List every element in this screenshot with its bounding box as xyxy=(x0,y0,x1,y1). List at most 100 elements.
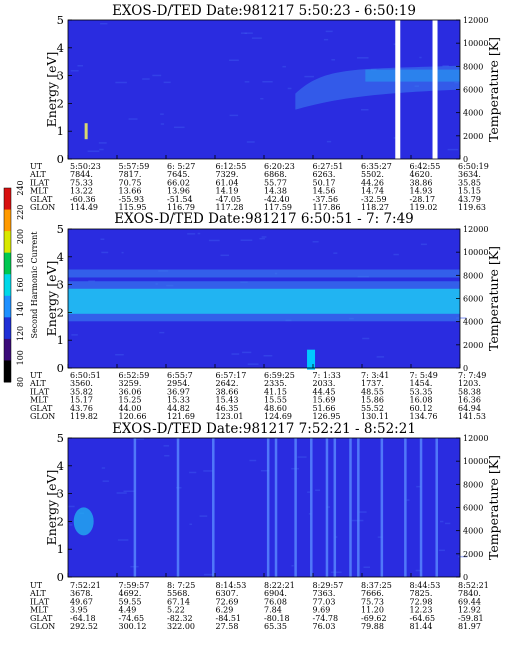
ephemeris-value: 16.08 xyxy=(410,396,433,405)
colorbar-segment xyxy=(4,338,11,361)
ephemeris-value: 6:20:23 xyxy=(264,162,295,171)
y2-tick-label: 10000 xyxy=(463,248,488,257)
ephemeris-value: 61.04 xyxy=(216,178,239,187)
y2-tick-label: 4000 xyxy=(463,109,483,118)
panel-3: EXOS-D/TED Date:981217 7:52:21 - 8:52:21… xyxy=(29,421,501,631)
ephemeris-value: -69.62 xyxy=(361,614,387,623)
ephemeris-value: 7.84 xyxy=(264,606,282,615)
noise-mark xyxy=(163,81,171,84)
noise-mark xyxy=(70,70,79,72)
noise-mark xyxy=(101,251,109,254)
noise-mark xyxy=(251,37,262,39)
chart-title: EXOS-D/TED Date:981217 6:50:51 - 7: 7:49 xyxy=(114,211,414,227)
colorbar-frame xyxy=(3,187,12,383)
ephemeris-value: 134.76 xyxy=(410,412,438,421)
y-tick-label: 3 xyxy=(57,69,64,83)
y-tick-label: 3 xyxy=(57,487,64,501)
y-tick-label: 5 xyxy=(57,13,64,27)
ephemeris-value: 6:27:51 xyxy=(313,162,344,171)
noise-mark xyxy=(100,238,105,241)
ephemeris-label: ILAT xyxy=(30,178,50,187)
noise-mark xyxy=(315,489,321,492)
noise-mark xyxy=(173,126,185,129)
noise-mark xyxy=(115,353,124,356)
ephemeris-label: ILAT xyxy=(30,597,50,606)
ephemeris-value: 36.06 xyxy=(119,387,142,396)
colorbar-segment xyxy=(4,274,11,297)
y2-tick-label: 4000 xyxy=(463,527,483,536)
ephemeris-value: 5502. xyxy=(361,170,384,179)
noise-mark xyxy=(160,113,164,115)
ephemeris-value: 8:44:53 xyxy=(410,581,441,590)
ephemeris-value: 15.86 xyxy=(361,396,384,405)
ephemeris-value: 72.98 xyxy=(410,597,433,606)
ephemeris-value: 36.97 xyxy=(167,387,190,396)
ephemeris-value: -32.59 xyxy=(361,195,387,204)
y-tick-label: 0 xyxy=(57,152,64,166)
ephemeris-value: 13.22 xyxy=(70,187,93,196)
ephemeris-table: UT 5:50:23 5:57:59 6: 5:27 6:12:55 6:20:23 6:2… xyxy=(29,162,489,212)
ephemeris-value: 75.73 xyxy=(361,597,384,606)
ephemeris-value: 44.26 xyxy=(361,178,384,187)
chart-title: EXOS-D/TED Date:981217 5:50:23 - 6:50:19 xyxy=(112,3,416,19)
ephemeris-value: 15.43 xyxy=(216,396,239,405)
y2-axis-label: Temperature [K] xyxy=(486,246,501,351)
vertical-streak xyxy=(274,438,278,577)
noise-mark xyxy=(333,252,338,254)
ephemeris-value: 115.95 xyxy=(119,203,147,212)
colorbar-segment xyxy=(4,252,11,275)
noise-mark xyxy=(246,141,255,143)
noise-mark xyxy=(123,490,135,493)
ephemeris-value: 60.12 xyxy=(410,404,433,413)
noise-mark xyxy=(259,237,265,240)
colorbar-segment xyxy=(4,209,11,232)
y2-tick-label: 12000 xyxy=(463,434,488,443)
y2-tick-label: 2000 xyxy=(463,132,483,141)
ephemeris-value: 12.92 xyxy=(458,606,481,615)
ephemeris-value: 5:57:59 xyxy=(119,162,150,171)
ephemeris-value: 114.49 xyxy=(70,203,98,212)
noise-mark xyxy=(133,438,144,440)
ephemeris-value: 6:50:51 xyxy=(70,371,101,380)
ephemeris-label: ILAT xyxy=(30,387,50,396)
ephemeris-value: 7:59:57 xyxy=(119,581,150,590)
y2-axis-label: Temperature [K] xyxy=(486,37,501,142)
colorbar-segment xyxy=(4,317,11,340)
ephemeris-value: 13.66 xyxy=(119,187,142,196)
ephemeris-value: 8:52:21 xyxy=(458,581,489,590)
noise-mark xyxy=(282,65,286,68)
ephemeris-value: -74.65 xyxy=(119,614,145,623)
noise-mark xyxy=(199,515,208,517)
ephemeris-value: 6:52:59 xyxy=(119,371,150,380)
ephemeris-value: 292.52 xyxy=(70,622,98,631)
noise-mark xyxy=(416,485,421,488)
colorbar-tick-label: 140 xyxy=(16,302,25,317)
ephemeris-value: 119.82 xyxy=(70,412,98,421)
ephemeris-value: -55.93 xyxy=(119,195,145,204)
y-tick-label: 1 xyxy=(57,333,64,347)
ephemeris-value: 7666. xyxy=(361,589,384,598)
ephemeris-value: 6.29 xyxy=(216,606,234,615)
ephemeris-value: 2954. xyxy=(167,379,190,388)
ephemeris-label: UT xyxy=(30,581,43,590)
noise-mark xyxy=(356,57,369,59)
ephemeris-value: 11.20 xyxy=(361,606,384,615)
ephemeris-value: 119.02 xyxy=(410,203,438,212)
y-tick-label: 2 xyxy=(57,514,64,528)
vertical-streak xyxy=(419,438,423,577)
ephemeris-value: 6:35:27 xyxy=(361,162,392,171)
noise-mark xyxy=(325,30,333,33)
ephemeris-value: 14.93 xyxy=(410,187,433,196)
ephemeris-value: 44.00 xyxy=(119,404,142,413)
colorbar-tick-label: 100 xyxy=(16,350,25,365)
ephemeris-value: 124.69 xyxy=(264,412,292,421)
noise-mark xyxy=(262,80,273,83)
colorbar-tick-label: 200 xyxy=(16,229,25,244)
y2-tick-label: 6000 xyxy=(463,86,483,95)
ephemeris-value: 48.60 xyxy=(264,404,287,413)
ephemeris-value: 8:37:25 xyxy=(361,581,392,590)
ephemeris-value: -37.56 xyxy=(313,195,339,204)
noise-mark xyxy=(335,536,338,538)
ephemeris-value: 5.22 xyxy=(167,606,185,615)
